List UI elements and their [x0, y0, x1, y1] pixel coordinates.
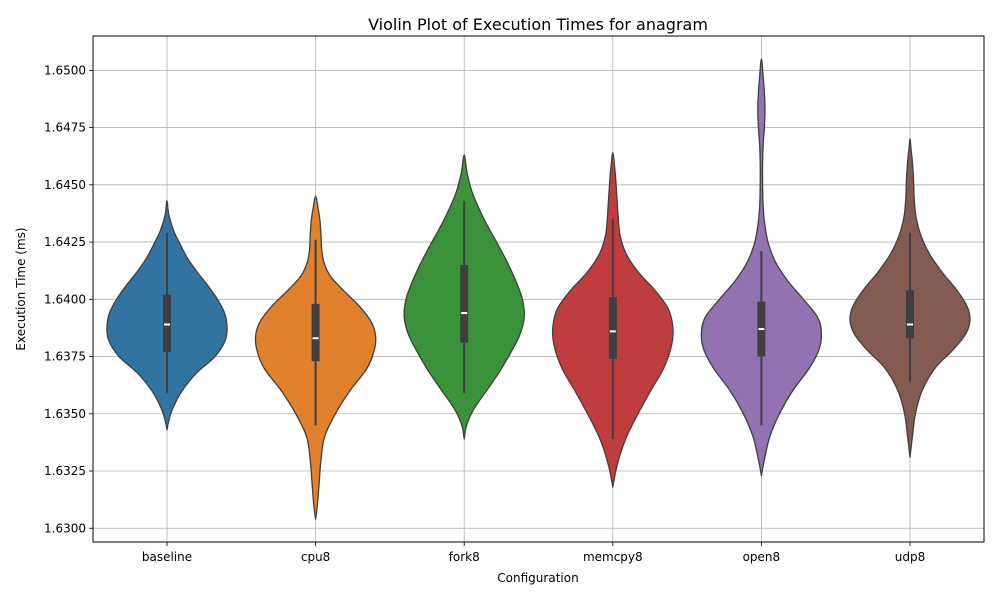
- iqr-box-fork8: [460, 264, 469, 343]
- x-axis-label: Configuration: [497, 571, 578, 585]
- y-tick-label: 1.6325: [44, 464, 86, 478]
- x-tick-label: cpu8: [301, 550, 330, 564]
- y-axis-label: Execution Time (ms): [14, 227, 28, 350]
- iqr-box-baseline: [163, 294, 171, 352]
- box-layer: [163, 200, 914, 439]
- iqr-box-udp8: [906, 290, 914, 339]
- iqr-box-memcpy8: [608, 297, 617, 359]
- x-tick-label: open8: [743, 550, 781, 564]
- y-tick-label: 1.6400: [44, 292, 86, 306]
- x-tick-label: memcpy8: [583, 550, 643, 564]
- x-tick-label: udp8: [895, 550, 925, 564]
- iqr-box-cpu8: [311, 303, 320, 362]
- y-tick-label: 1.6425: [44, 235, 86, 249]
- y-tick-label: 1.6350: [44, 407, 86, 421]
- x-tick-label: baseline: [142, 550, 192, 564]
- y-tick-label: 1.6375: [44, 350, 86, 364]
- chart-title: Violin Plot of Execution Times for anagr…: [368, 15, 708, 34]
- y-tick-label: 1.6450: [44, 178, 86, 192]
- axis-layer: 1.6300 1.6325 1.6350 1.6375 1.6400 1.6425 1.64…: [44, 63, 925, 564]
- y-tick-label: 1.6300: [44, 521, 86, 535]
- x-tick-label: fork8: [449, 550, 480, 564]
- y-tick-label: 1.6500: [44, 63, 86, 77]
- plot-frame: [92, 35, 985, 543]
- y-tick-label: 1.6475: [44, 121, 86, 135]
